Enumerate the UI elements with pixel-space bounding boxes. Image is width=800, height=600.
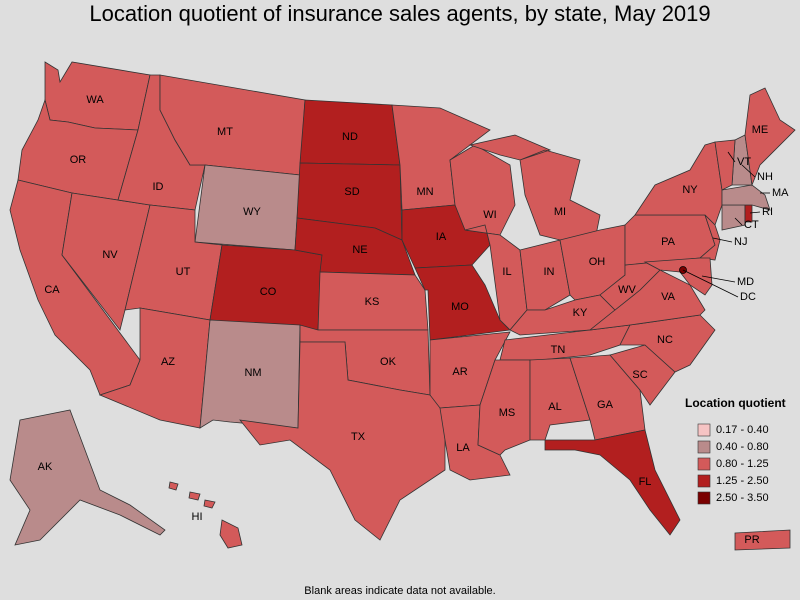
state-area [734, 529, 791, 551]
state-label: KS [365, 296, 380, 308]
state-label: SC [632, 369, 647, 381]
leader-line [734, 217, 743, 226]
state-label: WI [483, 209, 496, 221]
leader-line [682, 269, 739, 298]
state-label: ND [342, 131, 358, 143]
state-area [519, 239, 571, 311]
state-label: UT [176, 266, 191, 278]
state-label: WA [86, 94, 104, 106]
state-label: AK [38, 461, 53, 473]
state-area [634, 141, 723, 226]
state-label: NH [757, 171, 773, 183]
legend-label: 0.80 - 1.25 [716, 458, 769, 470]
state-label: FL [639, 476, 652, 488]
state-area [9, 409, 166, 546]
state-area [699, 214, 721, 261]
state-label: VT [737, 156, 751, 168]
state-area [477, 359, 531, 456]
legend-label: 1.25 - 2.50 [716, 475, 769, 487]
state-label: HI [192, 511, 203, 523]
leader-line [727, 151, 736, 163]
state-label: MD [737, 276, 754, 288]
leader-line [749, 211, 761, 214]
state-label: MI [554, 206, 566, 218]
state-label: DC [740, 291, 756, 303]
state-label: SD [344, 186, 359, 198]
state-area [168, 481, 243, 549]
state-area [468, 134, 601, 241]
state-label: NM [244, 367, 261, 379]
state-area [721, 204, 746, 231]
state-label: NC [657, 334, 673, 346]
states [9, 61, 796, 551]
legend-swatch [697, 491, 711, 505]
state-label: RI [762, 206, 773, 218]
state-label: CA [44, 284, 60, 296]
state-area [744, 87, 796, 187]
state-area [544, 429, 681, 536]
legend-label: 2.50 - 3.50 [716, 492, 769, 504]
footnote: Blank areas indicate data not available. [304, 585, 495, 597]
state-label: MA [772, 187, 789, 199]
state-label: ME [752, 124, 769, 136]
state-label: TN [551, 344, 566, 356]
state-label: VA [661, 291, 676, 303]
map-title: Location quotient of insurance sales age… [89, 1, 710, 26]
legend-title: Location quotient [685, 396, 786, 410]
state-label: NV [102, 249, 118, 261]
leader-line [741, 164, 756, 178]
legend-swatch [697, 423, 711, 437]
state-label: AZ [161, 356, 175, 368]
state-label: WY [243, 206, 261, 218]
legend-swatch [697, 474, 711, 488]
state-area [714, 139, 736, 191]
state-area [609, 344, 676, 406]
state-label: MS [499, 407, 516, 419]
state-label: MN [416, 186, 433, 198]
state-label: AR [452, 366, 467, 378]
leader-line [701, 275, 736, 283]
state-label: IA [436, 231, 447, 243]
legend-label: 0.40 - 0.80 [716, 441, 769, 453]
state-area [643, 257, 713, 296]
state-label: PA [661, 236, 676, 248]
state-label: AL [548, 401, 561, 413]
state-label: NE [352, 244, 367, 256]
legend-swatch [697, 440, 711, 454]
state-area [317, 271, 429, 331]
state-label: MT [217, 126, 233, 138]
state-label: WV [618, 284, 636, 296]
state-label: MO [451, 301, 469, 313]
state-label: OH [589, 256, 606, 268]
state-label: KY [573, 307, 588, 319]
state-label: OK [380, 356, 397, 368]
state-label: ID [153, 181, 164, 193]
state-label: CO [260, 286, 277, 298]
state-area [239, 341, 446, 541]
state-labels: WA OR CA NV ID MT WY UT AZ CO NM ND SD NE KS OK TX MN IA MO… [38, 94, 790, 546]
state-label: IL [502, 266, 511, 278]
state-label: CT [744, 219, 759, 231]
state-label: NJ [734, 236, 747, 248]
state-label: TX [351, 431, 366, 443]
state-label: GA [597, 399, 614, 411]
legend: 0.17 - 0.40 0.40 - 0.80 0.80 - 1.25 1.25 - … [697, 423, 769, 505]
state-label: NY [682, 184, 698, 196]
leader-line [712, 237, 733, 243]
state-label: LA [456, 442, 470, 454]
legend-label: 0.17 - 0.40 [716, 424, 769, 436]
legend-swatch [697, 457, 711, 471]
state-label: IN [544, 266, 555, 278]
state-label: OR [70, 154, 87, 166]
state-label: PR [744, 534, 759, 546]
